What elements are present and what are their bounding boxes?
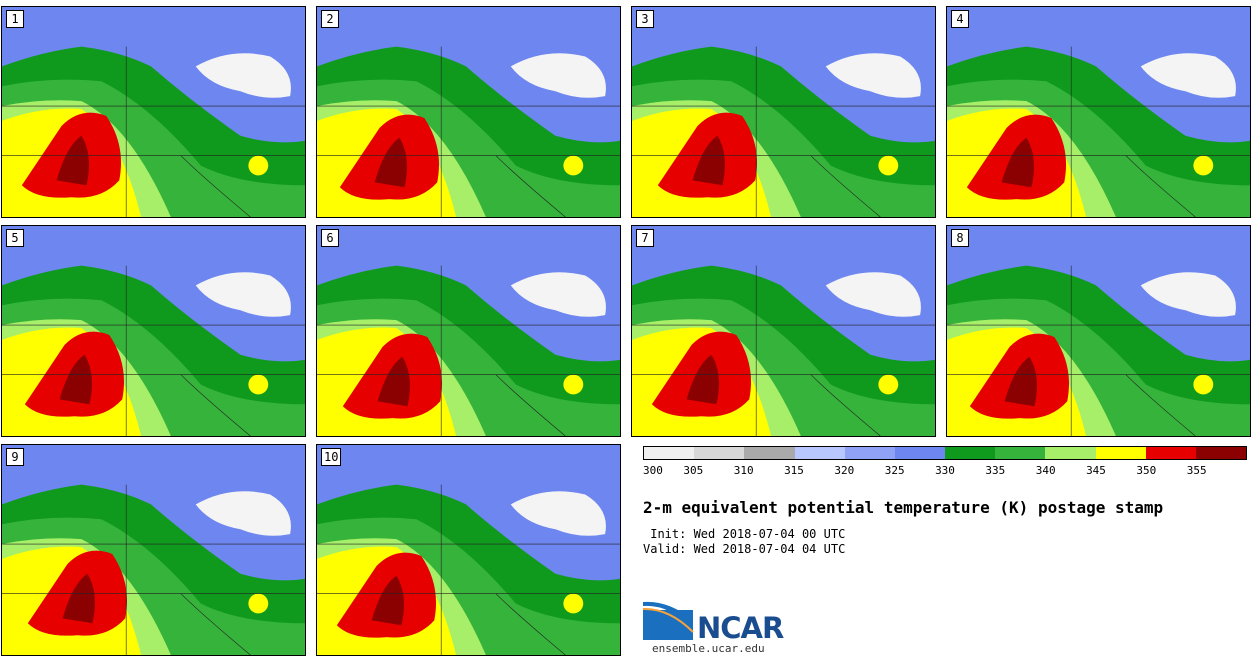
panel-number: 10 <box>321 448 342 466</box>
logo-name: NCAR <box>697 611 784 645</box>
panel-number: 8 <box>951 229 969 247</box>
panel-number: 6 <box>321 229 339 247</box>
map-panel: 4 <box>946 6 1251 218</box>
colorbar-tick: 305 <box>683 464 704 477</box>
colorbar-tick: 310 <box>733 464 754 477</box>
colorbar-tick: 335 <box>985 464 1006 477</box>
colorbar-tick: 350 <box>1136 464 1157 477</box>
init-time: Init: Wed 2018-07-04 00 UTC <box>643 527 846 541</box>
colorbar-tick: 340 <box>1035 464 1056 477</box>
colorbar-swatch <box>794 447 845 459</box>
colorbar-swatch <box>744 447 795 459</box>
colorbar-tick: 345 <box>1086 464 1106 477</box>
map-panel: 3 <box>631 6 936 218</box>
map-panel: 9 <box>1 444 306 656</box>
colorbar-swatch <box>844 447 895 459</box>
map-panel: 1 <box>1 6 306 218</box>
colorbar-swatch <box>945 447 996 459</box>
map-panel: 8 <box>946 225 1251 437</box>
colorbar <box>643 446 1247 460</box>
panel-number: 9 <box>6 448 24 466</box>
colorbar-tick: 355 <box>1186 464 1207 477</box>
panel-number: 4 <box>951 10 969 28</box>
colorbar-swatch <box>1095 447 1146 459</box>
colorbar-tick: 315 <box>784 464 804 477</box>
map-panel: 2 <box>316 6 621 218</box>
map-panel: 7 <box>631 225 936 437</box>
colorbar-swatch <box>1195 447 1247 459</box>
panel-number: 3 <box>636 10 654 28</box>
panel-number: 5 <box>6 229 24 247</box>
colorbar-tick: 325 <box>884 464 905 477</box>
figure-title: 2-m equivalent potential temperature (K)… <box>643 498 1164 517</box>
map-panel: 5 <box>1 225 306 437</box>
map-panel: 6 <box>316 225 621 437</box>
panel-number: 7 <box>636 229 654 247</box>
colorbar-swatch <box>1145 447 1196 459</box>
map-panel: 10 <box>316 444 621 656</box>
colorbar-swatch <box>694 447 745 459</box>
colorbar-swatch <box>894 447 946 459</box>
colorbar-swatch <box>995 447 1046 459</box>
colorbar-tick-labels: 300 305 310 315 320 325 330 335 340 345 350 355 <box>643 464 1247 480</box>
logo-url: ensemble.ucar.edu <box>652 642 765 655</box>
valid-time: Valid: Wed 2018-07-04 04 UTC <box>643 542 846 556</box>
ncar-logo-icon <box>643 601 694 640</box>
panel-number: 2 <box>321 10 339 28</box>
panel-number: 1 <box>6 10 24 28</box>
colorbar-swatch <box>644 447 695 459</box>
colorbar-tick: 330 <box>935 464 955 477</box>
colorbar-tick: 320 <box>834 464 855 477</box>
colorbar-tick: 300 <box>643 464 663 477</box>
colorbar-swatch <box>1045 447 1096 459</box>
